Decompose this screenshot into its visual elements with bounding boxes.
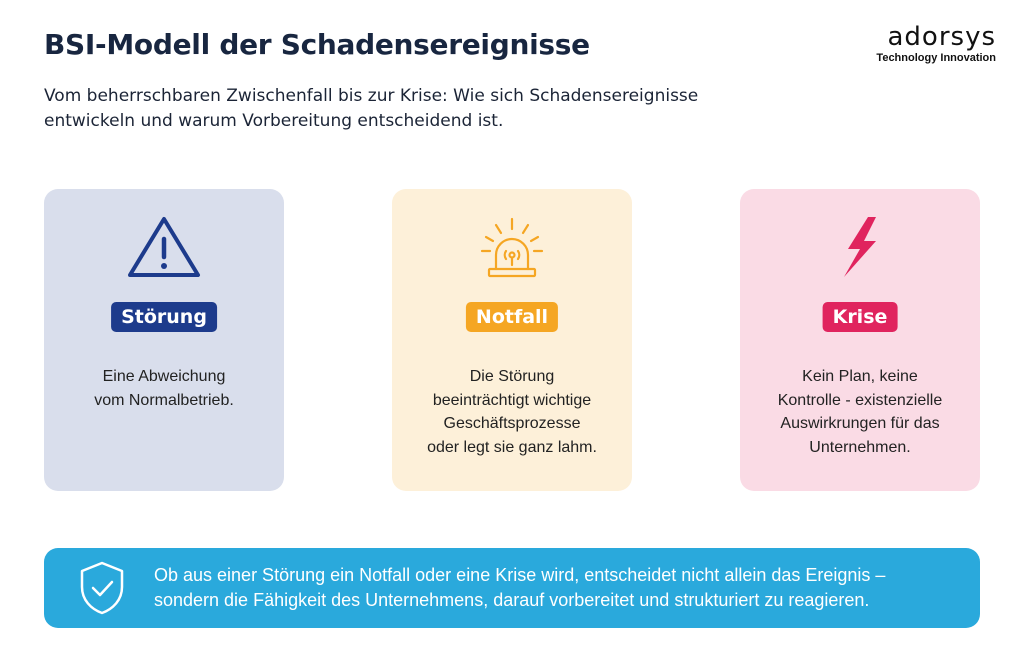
shield-icon: [80, 561, 124, 615]
desc-line: beeinträchtigt wichtige: [432, 391, 592, 409]
lightning-icon: [844, 217, 876, 277]
footer-banner: Ob aus einer Störung ein Notfall oder ei…: [44, 548, 980, 628]
card: Krise Kein Plan, keine Kontrolle - exist…: [740, 189, 980, 491]
footer-line: Ob aus einer Störung ein Notfall oder ei…: [154, 565, 886, 585]
card-description: Kein Plan, keine Kontrolle - existenziel…: [740, 365, 980, 459]
logo-brand: adorsys: [887, 22, 996, 52]
card-label: Notfall: [465, 302, 559, 332]
card-label: Störung: [111, 302, 217, 332]
footer-line: sondern die Fähigkeit des Unternehmens, …: [154, 590, 870, 610]
desc-line: Kein Plan, keine: [802, 368, 918, 385]
desc-line: vom Normalbetrieb.: [94, 391, 234, 409]
card-description: Die Störung beeinträchtigt wichtige Gesc…: [392, 365, 632, 459]
desc-line: Eine Abweichung: [102, 368, 226, 385]
subtitle-line: entwickeln und warum Vorbereitung entsch…: [44, 111, 504, 131]
card-label: Krise: [822, 302, 898, 332]
card: Notfall Die Störung beeinträchtigt wicht…: [392, 189, 632, 491]
subtitle-line: Vom beherrschbaren Zwischenfall bis zur …: [44, 86, 699, 106]
card: Störung Eine Abweichung vom Normalbetrie…: [44, 189, 284, 491]
desc-line: oder legt sie ganz lahm.: [427, 438, 597, 456]
siren-icon: [480, 217, 544, 278]
desc-line: Die Störung: [469, 368, 555, 385]
card-description: Eine Abweichung vom Normalbetrieb.: [44, 365, 284, 412]
desc-line: Geschäftsprozesse: [443, 415, 581, 432]
logo-tagline: Technology Innovation: [876, 52, 996, 64]
title: BSI-Modell der Schadensereignisse: [44, 28, 590, 61]
warning-icon: [128, 217, 200, 277]
desc-line: Auswirkrungen für das: [780, 415, 940, 432]
desc-line: Unternehmen.: [809, 438, 911, 456]
desc-line: Kontrolle - existenzielle: [777, 391, 943, 409]
subtitle: Vom beherrschbaren Zwischenfall bis zur …: [44, 84, 698, 134]
footer-text: Ob aus einer Störung ein Notfall oder ei…: [154, 563, 885, 613]
